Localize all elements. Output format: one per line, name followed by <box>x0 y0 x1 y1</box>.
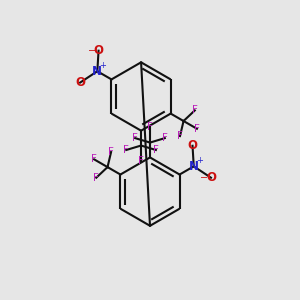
Text: F: F <box>91 154 97 164</box>
Text: N: N <box>189 160 199 173</box>
Text: N: N <box>92 65 102 78</box>
Text: F: F <box>147 122 153 132</box>
Text: −: − <box>200 173 208 183</box>
Text: F: F <box>153 145 159 155</box>
Text: F: F <box>194 124 200 134</box>
Text: F: F <box>123 145 129 155</box>
Text: +: + <box>99 61 106 70</box>
Text: O: O <box>75 76 85 89</box>
Text: F: F <box>162 133 168 143</box>
Text: −: − <box>88 46 96 56</box>
Text: F: F <box>132 133 138 143</box>
Text: O: O <box>188 139 197 152</box>
Text: F: F <box>177 131 183 141</box>
Text: O: O <box>94 44 103 57</box>
Text: F: F <box>93 173 99 183</box>
Text: O: O <box>206 171 216 184</box>
Text: +: + <box>196 157 202 166</box>
Text: F: F <box>108 147 114 157</box>
Text: F: F <box>138 156 144 166</box>
Text: F: F <box>192 105 198 116</box>
